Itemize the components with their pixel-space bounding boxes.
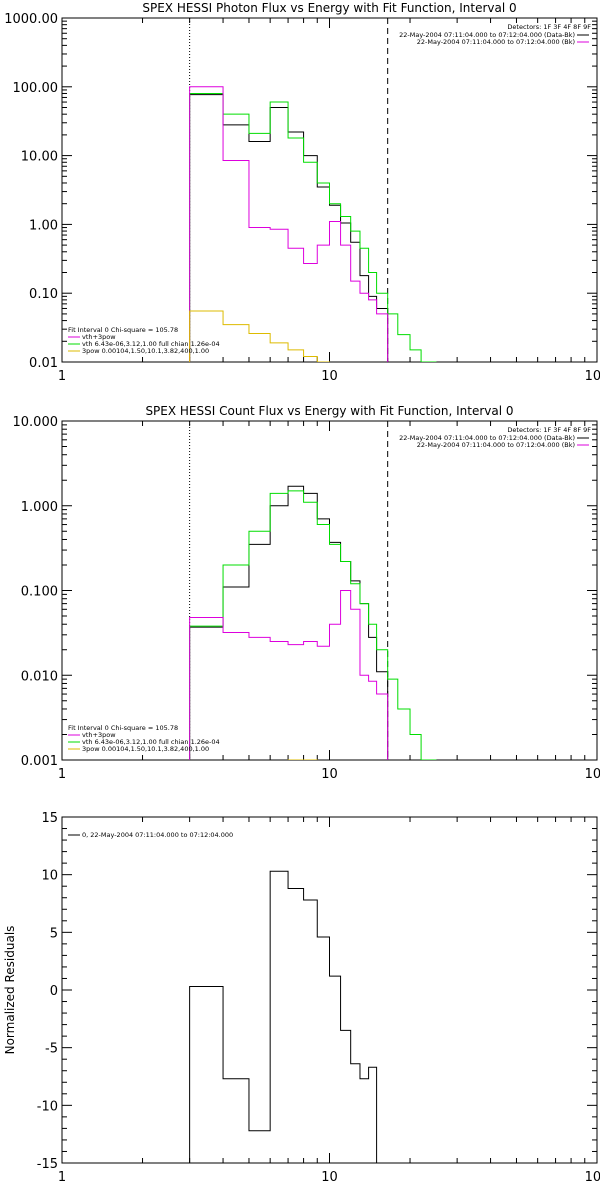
legend-left-entry: vth+3pow bbox=[82, 333, 116, 341]
y-tick-label: -15 bbox=[37, 1157, 58, 1172]
plot-frame bbox=[61, 816, 598, 1164]
legend-left-entry: vth 6.43e-06,3.12,1.00 full chian 1.26e-… bbox=[82, 738, 220, 746]
x-tick-label: 1 bbox=[58, 1170, 66, 1185]
legend-left-entry: 3pow 0.00104,1.50,10.1,3.82,400,1.00 bbox=[82, 347, 209, 355]
y-tick-label: 5 bbox=[50, 926, 58, 941]
legend-right-entry: 22-May-2004 07:11:04.000 to 07:12:04.000… bbox=[399, 434, 575, 442]
x-tick-label: 10 bbox=[321, 767, 338, 782]
y-tick-label: 0 bbox=[50, 984, 58, 999]
series-1-step-line bbox=[189, 94, 389, 362]
series-2-step-line bbox=[189, 92, 437, 362]
plot-area bbox=[189, 86, 437, 362]
legend-right-entry: 22-May-2004 07:11:04.000 to 07:12:04.000… bbox=[399, 31, 575, 39]
plot-area bbox=[189, 485, 437, 760]
y-tick-label: -10 bbox=[37, 1099, 58, 1114]
chart-title: SPEX HESSI Count Flux vs Energy with Fit… bbox=[145, 404, 513, 418]
plot-frame bbox=[61, 420, 598, 761]
chart-title: SPEX HESSI Photon Flux vs Energy with Fi… bbox=[142, 1, 516, 15]
legend-detectors: Detectors: 1F 3F 4F 8F 9F bbox=[507, 426, 591, 434]
y-tick-label: 1.00 bbox=[29, 218, 58, 233]
chart-panel-1: SPEX HESSI Photon Flux vs Energy with Fi… bbox=[4, 1, 600, 384]
x-tick-label: 100 bbox=[585, 369, 600, 384]
y-tick-label: 10 bbox=[41, 869, 58, 884]
y-tick-label: -5 bbox=[45, 1042, 58, 1057]
legend-left-entry: 0, 22-May-2004 07:11:04.000 to 07:12:04.… bbox=[82, 831, 233, 839]
series-4-step-line bbox=[189, 310, 330, 362]
y-tick-label: 0.010 bbox=[21, 669, 58, 684]
x-tick-label: 1 bbox=[58, 767, 66, 782]
y-tick-label: 0.100 bbox=[21, 585, 58, 600]
legend-left-entry: vth 6.43e-06,3.12,1.00 full chian 1.26e-… bbox=[82, 340, 220, 348]
series-3-step-line bbox=[189, 86, 389, 362]
series-3-step-line bbox=[189, 590, 389, 760]
legend-left-entry: 3pow 0.00104,1.50,10.1,3.82,400,1.00 bbox=[82, 745, 209, 753]
y-tick-label: 15 bbox=[41, 811, 58, 826]
y-tick-label: 0.001 bbox=[21, 754, 58, 769]
chart-panel-2: SPEX HESSI Count Flux vs Energy with Fit… bbox=[13, 404, 600, 782]
x-tick-label: 1 bbox=[58, 369, 66, 384]
x-tick-label: 10 bbox=[321, 369, 338, 384]
legend-right-entry: 22-May-2004 07:11:04.000 to 07:12:04.000… bbox=[417, 38, 575, 46]
x-tick-label: 100 bbox=[585, 1170, 600, 1185]
series-1-step-line bbox=[189, 485, 389, 760]
y-axis-label: Normalized Residuals bbox=[3, 926, 17, 1055]
y-tick-label: 1000.00 bbox=[4, 12, 58, 27]
y-tick-label: 0.10 bbox=[29, 287, 58, 302]
y-tick-label: 10.00 bbox=[21, 150, 58, 165]
y-tick-label: 0.01 bbox=[29, 356, 58, 371]
y-tick-label: 100.00 bbox=[13, 81, 59, 96]
legend-detectors: Detectors: 1F 3F 4F 8F 9F bbox=[507, 23, 591, 31]
series-2-step-line bbox=[189, 490, 437, 760]
series-1-step-line bbox=[189, 870, 378, 1163]
legend-left-entry: vth+3pow bbox=[82, 731, 116, 739]
y-tick-label: 10.000 bbox=[13, 415, 59, 430]
series-4-step-line bbox=[287, 759, 318, 760]
x-tick-label: 100 bbox=[585, 767, 600, 782]
chart-panel-3: 1 10 100 -15 -10 -5 0 5 10 15 Normalized Residuals… bbox=[3, 811, 600, 1185]
legend-right-entry: 22-May-2004 07:11:04.000 to 07:12:04.000… bbox=[417, 441, 575, 449]
x-tick-label: 10 bbox=[321, 1170, 338, 1185]
plot-area bbox=[189, 870, 378, 1163]
y-tick-label: 1.000 bbox=[21, 500, 58, 515]
legend-fit-header: Fit Interval 0 Chi-square = 105.78 bbox=[68, 724, 178, 732]
legend-fit-header: Fit Interval 0 Chi-square = 105.78 bbox=[68, 326, 178, 334]
